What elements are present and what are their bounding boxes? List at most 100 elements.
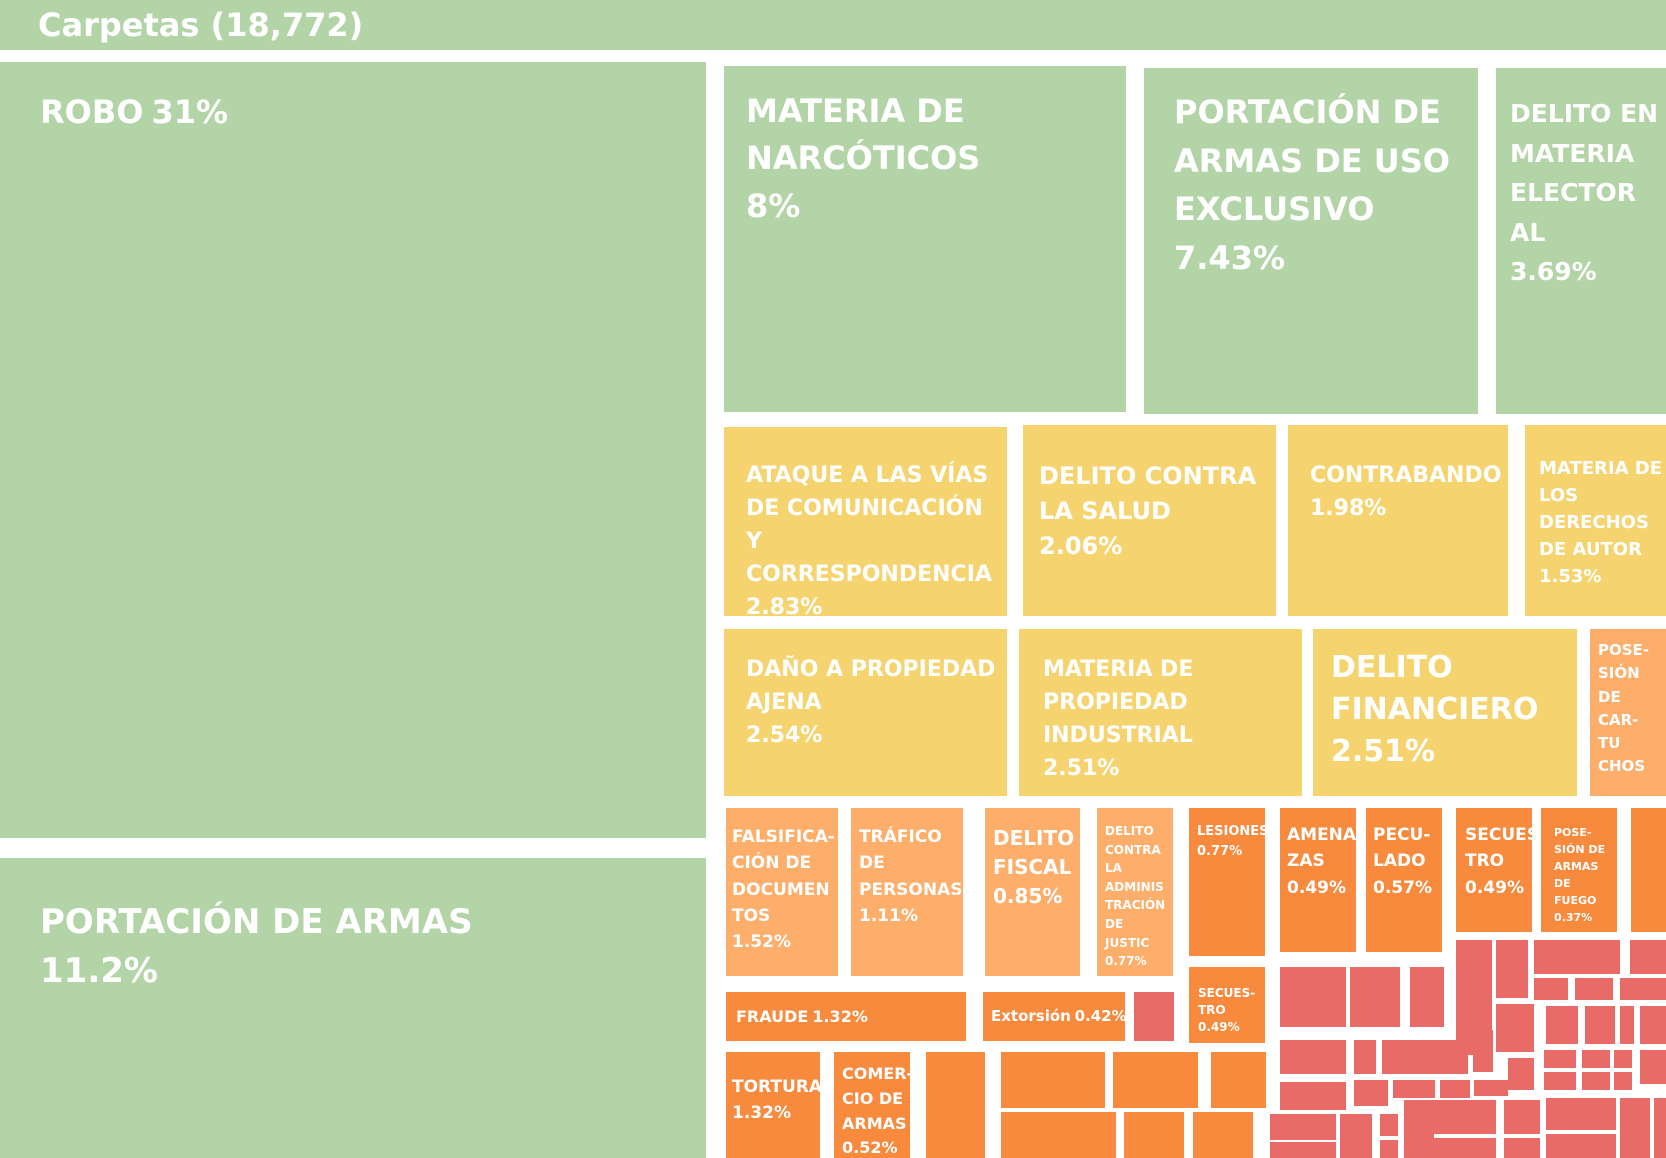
treemap-tile-small[interactable] — [1380, 1114, 1398, 1136]
treemap-tile[interactable]: POSE- SIÓN DE CAR- TU CHOS — [1590, 629, 1666, 796]
treemap-tile-small[interactable] — [1473, 1030, 1493, 1072]
treemap-tile-small[interactable] — [1620, 1098, 1650, 1158]
tile-label: PECU- LADO — [1373, 825, 1431, 872]
treemap-tile-small[interactable] — [1534, 940, 1620, 974]
treemap-tile[interactable]: TORTURA 1.32% — [726, 1052, 820, 1158]
treemap-tile-small[interactable] — [1001, 1112, 1116, 1158]
treemap-tile-small[interactable] — [1410, 967, 1444, 1027]
treemap-tile[interactable]: TRÁFICO DE PERSONAS 1.11% — [851, 808, 963, 976]
treemap-tile-small[interactable] — [1134, 992, 1174, 1041]
treemap-tile-small[interactable] — [1614, 1072, 1632, 1090]
treemap-tile[interactable]: SECUES- TRO 0.49% — [1456, 808, 1532, 932]
treemap-tile-small[interactable] — [1280, 1040, 1346, 1074]
treemap-tile-small[interactable] — [1193, 1112, 1253, 1158]
tile-value: 1.53% — [1539, 566, 1602, 587]
treemap-tile-small[interactable] — [1585, 1006, 1615, 1044]
treemap-tile-small[interactable] — [1350, 967, 1400, 1027]
treemap-tile-small[interactable] — [1354, 1040, 1376, 1074]
treemap-tile-small[interactable] — [1496, 940, 1528, 998]
treemap-tile-small[interactable] — [1534, 978, 1568, 1000]
treemap-tile-small[interactable] — [1620, 1006, 1634, 1044]
tile-label: SECUES- TRO — [1198, 986, 1256, 1017]
tile-value: 0.42% — [1074, 1007, 1125, 1025]
treemap-tile-small[interactable] — [1496, 1004, 1534, 1052]
treemap-tile-small[interactable] — [1280, 967, 1346, 1027]
treemap-tile-small[interactable] — [1380, 1140, 1398, 1158]
tile-value: 1.98% — [1310, 496, 1387, 521]
tile-value: 1.52% — [732, 932, 791, 953]
treemap-tile-small[interactable] — [1280, 1082, 1346, 1110]
treemap-tile-small[interactable] — [1340, 1114, 1372, 1158]
tile-value: 31% — [151, 93, 229, 131]
treemap-tile[interactable]: PORTACIÓN DE ARMAS 11.2% — [0, 858, 706, 1158]
treemap-tile-small[interactable] — [1614, 1050, 1632, 1068]
treemap-tile-small[interactable] — [1575, 978, 1613, 1000]
treemap-tile[interactable]: MATERIA DE PROPIEDAD INDUSTRIAL 2.51% — [1019, 629, 1302, 796]
treemap-tile-small[interactable] — [1270, 1114, 1336, 1140]
treemap-tile[interactable]: POSE- SIÓN DE ARMAS DE FUEGO 0.37% — [1541, 808, 1617, 932]
tile-label: DELITO FISCAL — [993, 826, 1075, 879]
treemap-tile-small[interactable] — [1001, 1052, 1105, 1108]
treemap-tile-small[interactable] — [1393, 1080, 1435, 1098]
treemap-tile-small[interactable] — [1124, 1112, 1184, 1158]
treemap-tile-small[interactable] — [1544, 1050, 1576, 1068]
treemap-tile[interactable]: PECU- LADO 0.57% — [1366, 808, 1442, 952]
treemap-tile[interactable]: DELITO CONTRA LA ADMINIS TRACIÓN DE JUST… — [1097, 808, 1173, 976]
treemap-tile[interactable]: ROBO 31% — [0, 62, 706, 838]
treemap-tile[interactable]: ATAQUE A LAS VÍAS DE COMUNICACIÓN Y CORR… — [724, 427, 1007, 616]
tile-label: MATERIA DE NARCÓTICOS — [746, 92, 981, 178]
treemap-tile-small[interactable] — [1640, 1006, 1666, 1044]
treemap-tile[interactable]: DAÑO A PROPIEDAD AJENA 2.54% — [724, 629, 1007, 796]
treemap-tile-small[interactable] — [1546, 1134, 1616, 1158]
treemap-tile-small[interactable] — [1354, 1080, 1388, 1106]
tile-value: 3.69% — [1510, 257, 1597, 286]
treemap-tile-small[interactable] — [1434, 1138, 1496, 1158]
treemap-tile-small[interactable] — [1546, 1006, 1578, 1044]
treemap-tile-small[interactable] — [1582, 1072, 1610, 1090]
treemap-tile-small[interactable] — [1631, 808, 1666, 932]
treemap-header[interactable]: Carpetas (18,772) — [0, 0, 1666, 50]
treemap-tile-small[interactable] — [1211, 1052, 1266, 1108]
treemap-tile[interactable]: FALSIFICA- CIÓN DE DOCUMEN TOS 1.52% — [726, 808, 838, 976]
treemap-tile[interactable]: DELITO FINANCIERO 2.51% — [1313, 629, 1577, 796]
treemap-tile-small[interactable] — [1508, 1058, 1534, 1090]
treemap-tile[interactable]: DELITO CONTRA LA SALUD 2.06% — [1023, 425, 1276, 616]
treemap-tile[interactable]: MATERIA DE NARCÓTICOS 8% — [724, 66, 1126, 412]
tile-value: 2.51% — [1331, 734, 1436, 769]
treemap-tile[interactable]: AMENA ZAS 0.49% — [1280, 808, 1356, 952]
tile-label: TRÁFICO DE PERSONAS — [859, 827, 963, 900]
treemap-tile[interactable]: COMER- CIO DE ARMAS 0.52% — [834, 1052, 910, 1158]
treemap-tile-small[interactable] — [926, 1052, 985, 1158]
treemap-tile-small[interactable] — [1640, 1050, 1666, 1084]
tile-label: COMER- CIO DE ARMAS — [842, 1064, 910, 1133]
treemap-tile-small[interactable] — [1474, 1080, 1508, 1096]
treemap-tile-small[interactable] — [1434, 1100, 1496, 1134]
treemap-tile-small[interactable] — [1404, 1100, 1434, 1158]
treemap-tile-small[interactable] — [1504, 1100, 1540, 1134]
tile-label: LESIONES — [1197, 824, 1265, 839]
tile-value: 7.43% — [1174, 238, 1286, 277]
treemap-tile[interactable]: LESIONES 0.77% — [1189, 808, 1265, 956]
treemap-tile[interactable]: DELITO EN MATERIA ELECTOR AL 3.69% — [1496, 68, 1666, 414]
treemap-tile-small[interactable] — [1582, 1050, 1610, 1068]
treemap-tile-small[interactable] — [1382, 1040, 1468, 1074]
treemap-tile-small[interactable] — [1440, 1080, 1470, 1098]
treemap-tile-small[interactable] — [1630, 940, 1666, 974]
treemap-tile-small[interactable] — [1113, 1052, 1198, 1108]
tile-value: 1.32% — [812, 1007, 868, 1026]
treemap-tile[interactable]: Extorsión 0.42% — [983, 992, 1125, 1041]
treemap-tile-small[interactable] — [1544, 1072, 1576, 1090]
treemap-tile[interactable]: SECUES- TRO 0.49% — [1189, 967, 1265, 1043]
treemap-tile[interactable]: FRAUDE 1.32% — [726, 992, 966, 1041]
treemap-tile-small[interactable] — [1270, 1142, 1336, 1158]
treemap-tile[interactable]: MATERIA DE LOS DERECHOS DE AUTOR 1.53% — [1525, 425, 1666, 616]
treemap-tile-small[interactable] — [1620, 978, 1666, 1000]
tile-value: 2.54% — [746, 723, 823, 748]
treemap-tile-small[interactable] — [1546, 1098, 1616, 1130]
treemap-tile[interactable]: CONTRABANDO 1.98% — [1288, 425, 1508, 616]
treemap-tile-small[interactable] — [1504, 1138, 1540, 1158]
tile-label: ROBO — [40, 93, 144, 131]
treemap-tile[interactable]: PORTACIÓN DE ARMAS DE USO EXCLUSIVO 7.43% — [1144, 68, 1478, 414]
treemap-tile-small[interactable] — [1654, 1098, 1666, 1158]
treemap-tile[interactable]: DELITO FISCAL 0.85% — [985, 808, 1080, 976]
